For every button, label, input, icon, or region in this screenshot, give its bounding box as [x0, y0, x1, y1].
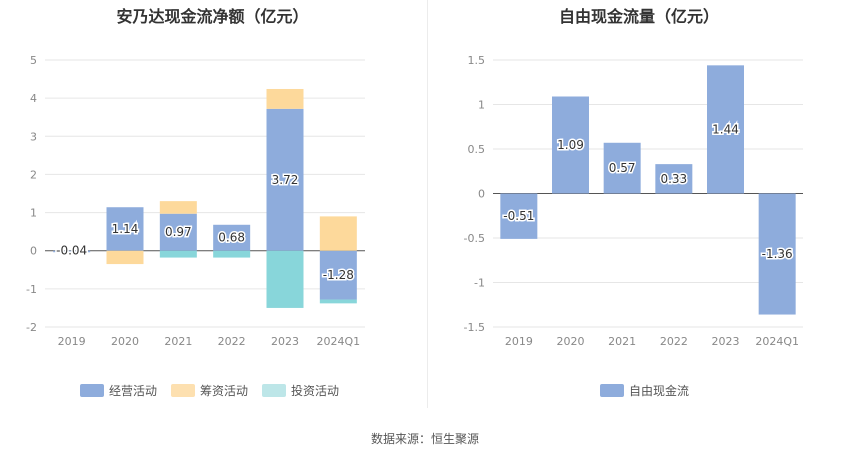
- bar-投资活动-2022: [213, 250, 251, 258]
- legend-swatch-investing: [262, 384, 287, 397]
- legend-swatch-financing: [171, 384, 196, 397]
- x-tick-label: 2024Q1: [317, 335, 361, 348]
- x-tick-label: 2023: [712, 335, 740, 348]
- x-tick-label: 2020: [111, 335, 139, 348]
- bar-筹资活动-2023: [266, 88, 304, 109]
- y-tick-label: -1.5: [464, 321, 485, 334]
- legend-item-operating[interactable]: 经营活动: [80, 382, 157, 399]
- bar-筹资活动-2020: [106, 250, 144, 265]
- data-label: 0.33: [660, 172, 687, 186]
- bar-投资活动-2024Q1: [319, 299, 357, 304]
- bar-经营活动-2022: [213, 224, 251, 251]
- y-tick-label: -0.5: [464, 232, 485, 245]
- legend-label-fcf: 自由现金流: [629, 384, 690, 398]
- legend-label-investing: 投资活动: [291, 384, 340, 398]
- legend-swatch-fcf: [600, 384, 624, 397]
- bar-自由现金流-2021: [603, 142, 641, 194]
- x-tick-label: 2019: [505, 335, 533, 348]
- y-tick-label: -1: [26, 283, 37, 296]
- legend-item-financing[interactable]: 筹资活动: [171, 382, 248, 399]
- bar-自由现金流-2020: [552, 96, 589, 194]
- bar-经营活动-2024Q1: [319, 250, 357, 300]
- data-label: 0.68: [218, 231, 245, 245]
- y-tick-label: -2: [26, 321, 37, 334]
- legend-label-operating: 经营活动: [109, 384, 158, 398]
- legend-item-fcf[interactable]: 自由现金流: [600, 382, 689, 399]
- data-label: 1.09: [557, 138, 584, 152]
- x-tick-label: 2022: [218, 335, 246, 348]
- y-tick-label: 0: [478, 188, 485, 201]
- y-tick-label: 1: [30, 207, 37, 220]
- bar-筹资活动-2021: [159, 201, 197, 214]
- legend-swatch-operating: [80, 384, 104, 397]
- chart2-legend: 自由现金流: [600, 382, 703, 399]
- bar-投资活动-2023: [266, 250, 304, 308]
- x-tick-label: 2024Q1: [755, 335, 799, 348]
- x-tick-label: 2021: [164, 335, 192, 348]
- bar-经营活动-2019: [53, 250, 91, 253]
- data-label: 1.44: [712, 122, 739, 136]
- bar-自由现金流-2023: [707, 65, 744, 194]
- y-tick-label: 3: [30, 130, 37, 143]
- y-tick-label: 1: [478, 99, 485, 112]
- chart2-title: 自由现金流量（亿元）: [558, 7, 719, 26]
- bar-自由现金流-2019: [500, 193, 538, 239]
- y-tick-label: 0.5: [468, 143, 486, 156]
- chart1-legend: 经营活动 筹资活动 投资活动: [80, 382, 353, 399]
- data-label: -1.36: [762, 247, 793, 261]
- data-label: 3.72: [272, 173, 299, 187]
- data-label: -0.04: [56, 244, 87, 258]
- y-tick-label: 2: [30, 168, 37, 181]
- y-tick-label: -1: [474, 277, 485, 290]
- y-tick-label: 4: [30, 92, 37, 105]
- bar-自由现金流-2024Q1: [758, 193, 796, 315]
- chart1-title: 安乃达现金流净额（亿元）: [116, 7, 309, 26]
- data-label: -1.28: [323, 268, 354, 282]
- legend-item-investing[interactable]: 投资活动: [262, 382, 339, 399]
- data-source: 数据来源：恒生聚源: [370, 432, 479, 446]
- bar-经营活动-2023: [266, 108, 304, 251]
- bar-投资活动-2021: [159, 250, 197, 258]
- data-label: 1.14: [112, 222, 139, 236]
- y-tick-label: 5: [30, 54, 37, 67]
- y-tick-label: 0: [30, 245, 37, 258]
- x-tick-label: 2022: [660, 335, 688, 348]
- data-label: -0.51: [503, 209, 534, 223]
- x-tick-label: 2023: [271, 335, 299, 348]
- x-tick-label: 2019: [58, 335, 86, 348]
- bar-筹资活动-2024Q1: [319, 216, 357, 251]
- data-label: 0.97: [165, 225, 192, 239]
- legend-label-financing: 筹资活动: [200, 384, 249, 398]
- data-label: 0.57: [609, 161, 636, 175]
- x-tick-label: 2021: [608, 335, 636, 348]
- bar-经营活动-2020: [106, 207, 144, 251]
- bar-自由现金流-2022: [655, 164, 693, 194]
- y-tick-label: 1.5: [468, 54, 486, 67]
- bar-经营活动-2021: [159, 213, 197, 251]
- x-tick-label: 2020: [557, 335, 585, 348]
- panel-divider: [427, 0, 428, 408]
